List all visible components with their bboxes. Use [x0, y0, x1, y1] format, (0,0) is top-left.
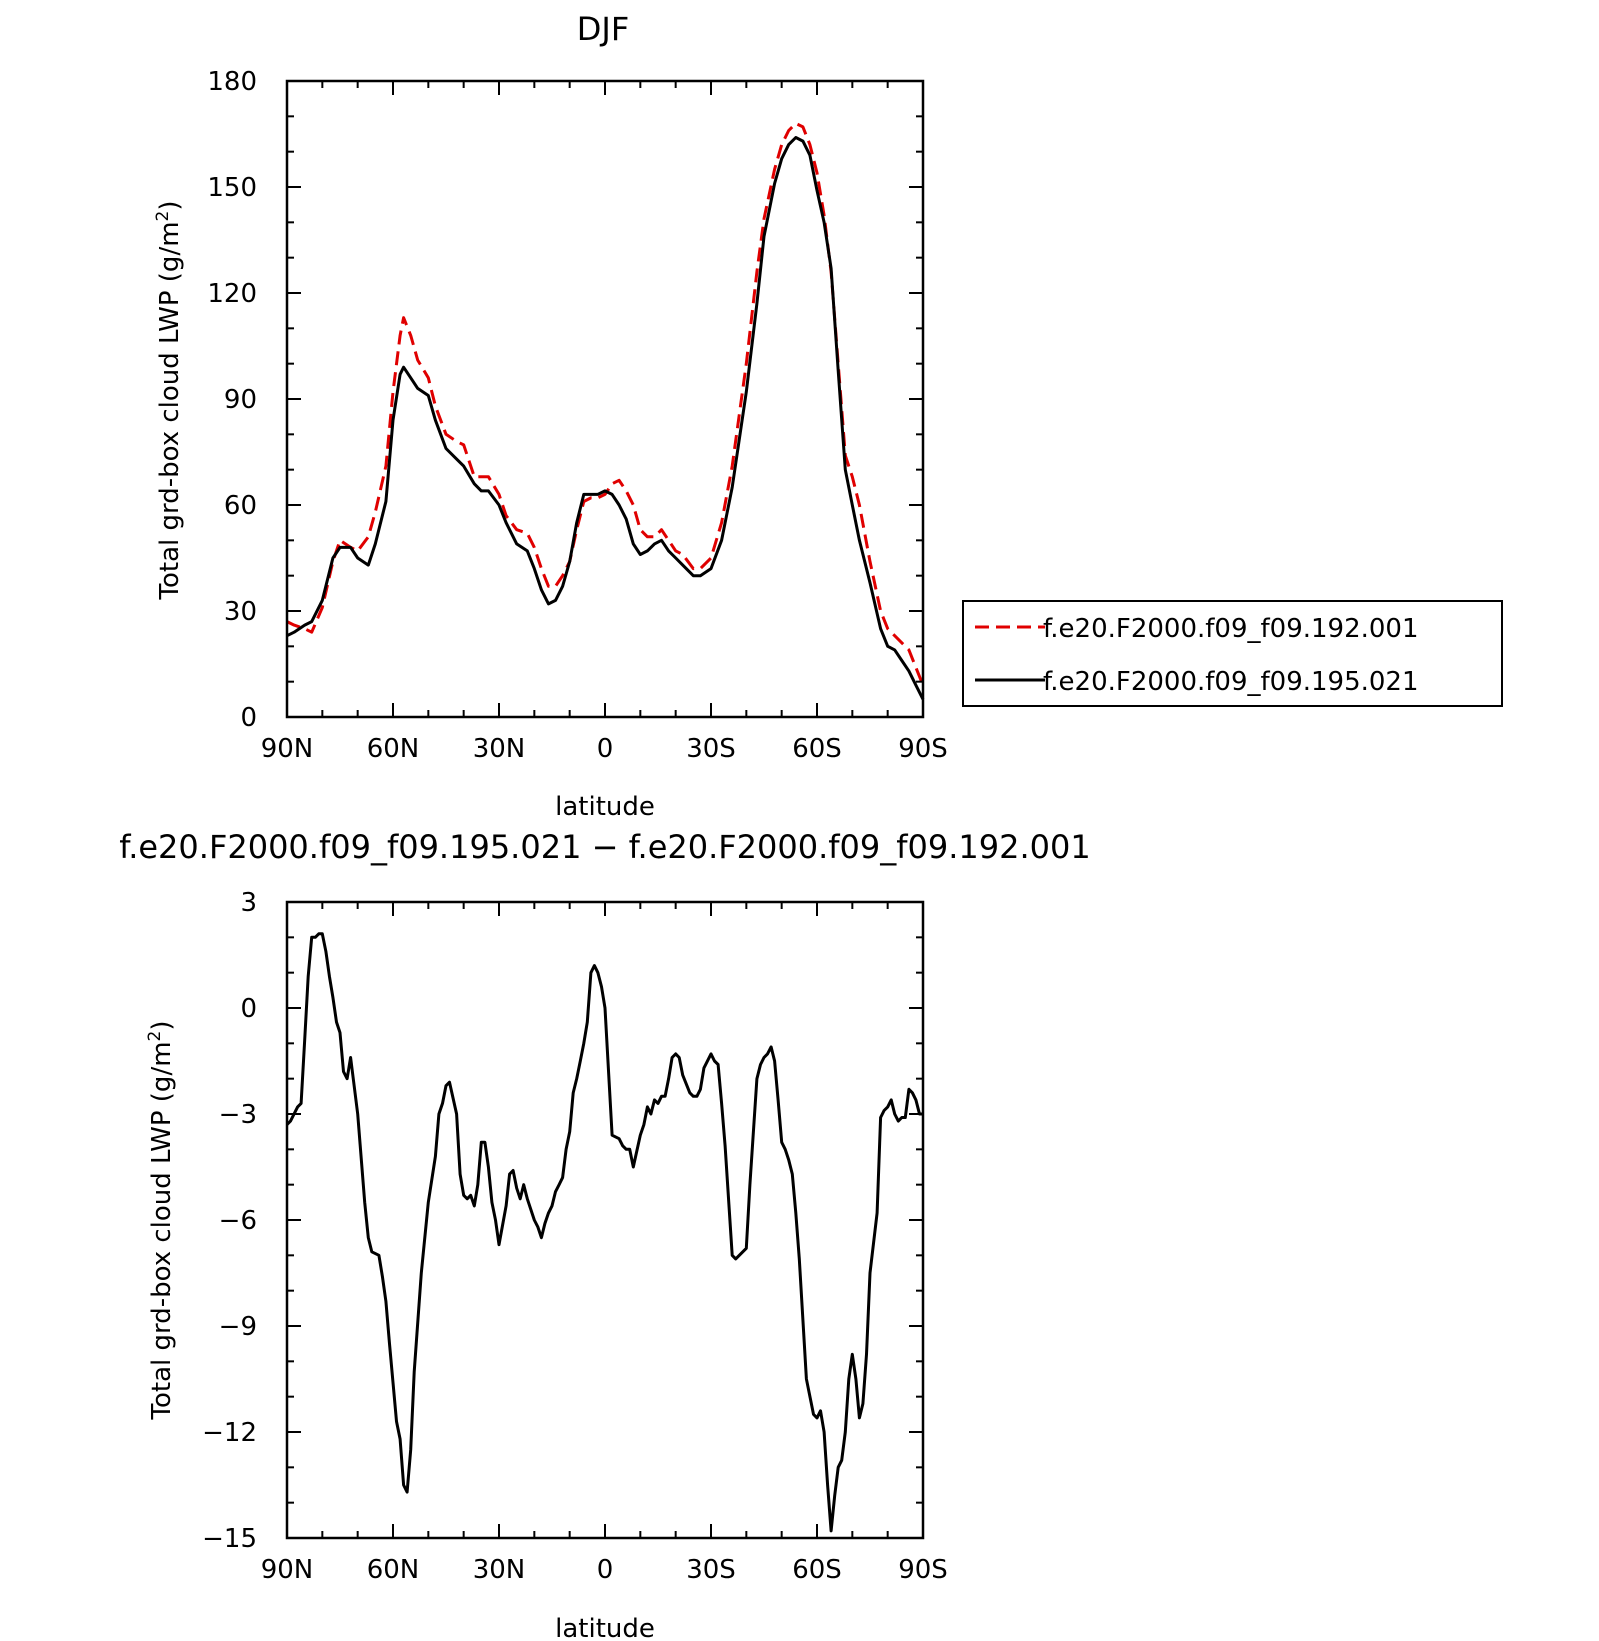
top-x-tick-label: 30N: [473, 734, 526, 764]
bottom-y-axis-title-close: ): [147, 1020, 177, 1030]
legend-label-192-001: f.e20.F2000.f09_f09.192.001: [1043, 614, 1419, 644]
bottom-series-layer: [285, 932, 923, 1533]
bottom-x-tick-label: 0: [597, 1555, 614, 1585]
top-y-axis-title-sup: 2: [153, 211, 173, 222]
bottom-y-axis-title-main: Total grd-box cloud LWP (g/m: [147, 1041, 177, 1420]
top-y-tick-label: 60: [224, 491, 257, 521]
top-x-tick-label: 0: [597, 734, 614, 764]
top-chart-title: DJF: [577, 10, 629, 48]
bottom-x-tick-label: 30S: [686, 1555, 736, 1585]
top-y-tick-label: 150: [207, 173, 257, 203]
bottom-x-tick-label: 30N: [473, 1555, 526, 1585]
top-y-tick-label: 180: [207, 67, 257, 97]
top-x-ticks: 90N 60N 30N 0 30S 60S 90S: [261, 81, 948, 764]
bottom-x-tick-label: 90N: [261, 1555, 314, 1585]
bottom-x-tick-label: 60S: [792, 1555, 842, 1585]
top-series-line-0: [286, 121, 925, 686]
bottom-y-axis-title-sup: 2: [145, 1031, 165, 1042]
legend-box: [962, 600, 1503, 707]
top-x-tick-label: 60N: [367, 734, 420, 764]
bottom-chart-title: f.e20.F2000.f09_f09.195.021 − f.e20.F200…: [119, 828, 1091, 866]
bottom-y-tick-label: 3: [240, 888, 257, 918]
bottom-y-ticks: −15 −12 −9 −6 −3 0 3: [202, 888, 923, 1554]
bottom-plot-frame: [285, 900, 925, 1540]
top-x-tick-label: 90S: [898, 734, 948, 764]
top-x-tick-label: 30S: [686, 734, 736, 764]
top-series-line-1: [286, 136, 925, 700]
bottom-series-line-0: [285, 932, 923, 1533]
top-y-axis-title: Total grd-box cloud LWP (g/m2): [153, 200, 185, 600]
bottom-x-axis-title: latitude: [555, 1614, 655, 1641]
bottom-y-tick-label: −6: [219, 1206, 257, 1236]
top-plot-frame: [285, 79, 925, 719]
bottom-y-tick-label: −15: [202, 1524, 257, 1554]
bottom-y-tick-label: −3: [219, 1100, 257, 1130]
top-x-tick-label: 60S: [792, 734, 842, 764]
top-y-tick-label: 120: [207, 279, 257, 309]
top-x-axis-title: latitude: [555, 792, 655, 822]
top-panel: DJF 90N 60N 30N 0 30S 60S 90S 0 30 60 90 120 150 180…: [153, 10, 1503, 822]
top-y-ticks: 0 30 60 90 120 150 180: [207, 67, 923, 733]
bottom-y-tick-label: −9: [219, 1312, 257, 1342]
bottom-panel: f.e20.F2000.f09_f09.195.021 − f.e20.F200…: [119, 828, 1091, 1641]
top-y-tick-label: 0: [240, 703, 257, 733]
top-y-tick-label: 30: [224, 597, 257, 627]
bottom-y-axis-title: Total grd-box cloud LWP (g/m2): [145, 1020, 177, 1420]
legend-label-195-021: f.e20.F2000.f09_f09.195.021: [1043, 667, 1419, 697]
top-x-tick-label: 90N: [261, 734, 314, 764]
top-y-tick-label: 90: [224, 385, 257, 415]
top-y-axis-title-close: ): [155, 200, 185, 210]
bottom-x-tick-label: 60N: [367, 1555, 420, 1585]
bottom-x-tick-label: 90S: [898, 1555, 948, 1585]
top-series-layer: [286, 121, 925, 700]
bottom-y-tick-label: −12: [202, 1418, 257, 1448]
bottom-y-tick-label: 0: [240, 994, 257, 1024]
top-y-axis-title-main: Total grd-box cloud LWP (g/m: [155, 221, 185, 600]
legend: f.e20.F2000.f09_f09.192.001 f.e20.F2000.…: [962, 600, 1503, 707]
bottom-x-ticks: 90N 60N 30N 0 30S 60S 90S: [261, 902, 948, 1585]
